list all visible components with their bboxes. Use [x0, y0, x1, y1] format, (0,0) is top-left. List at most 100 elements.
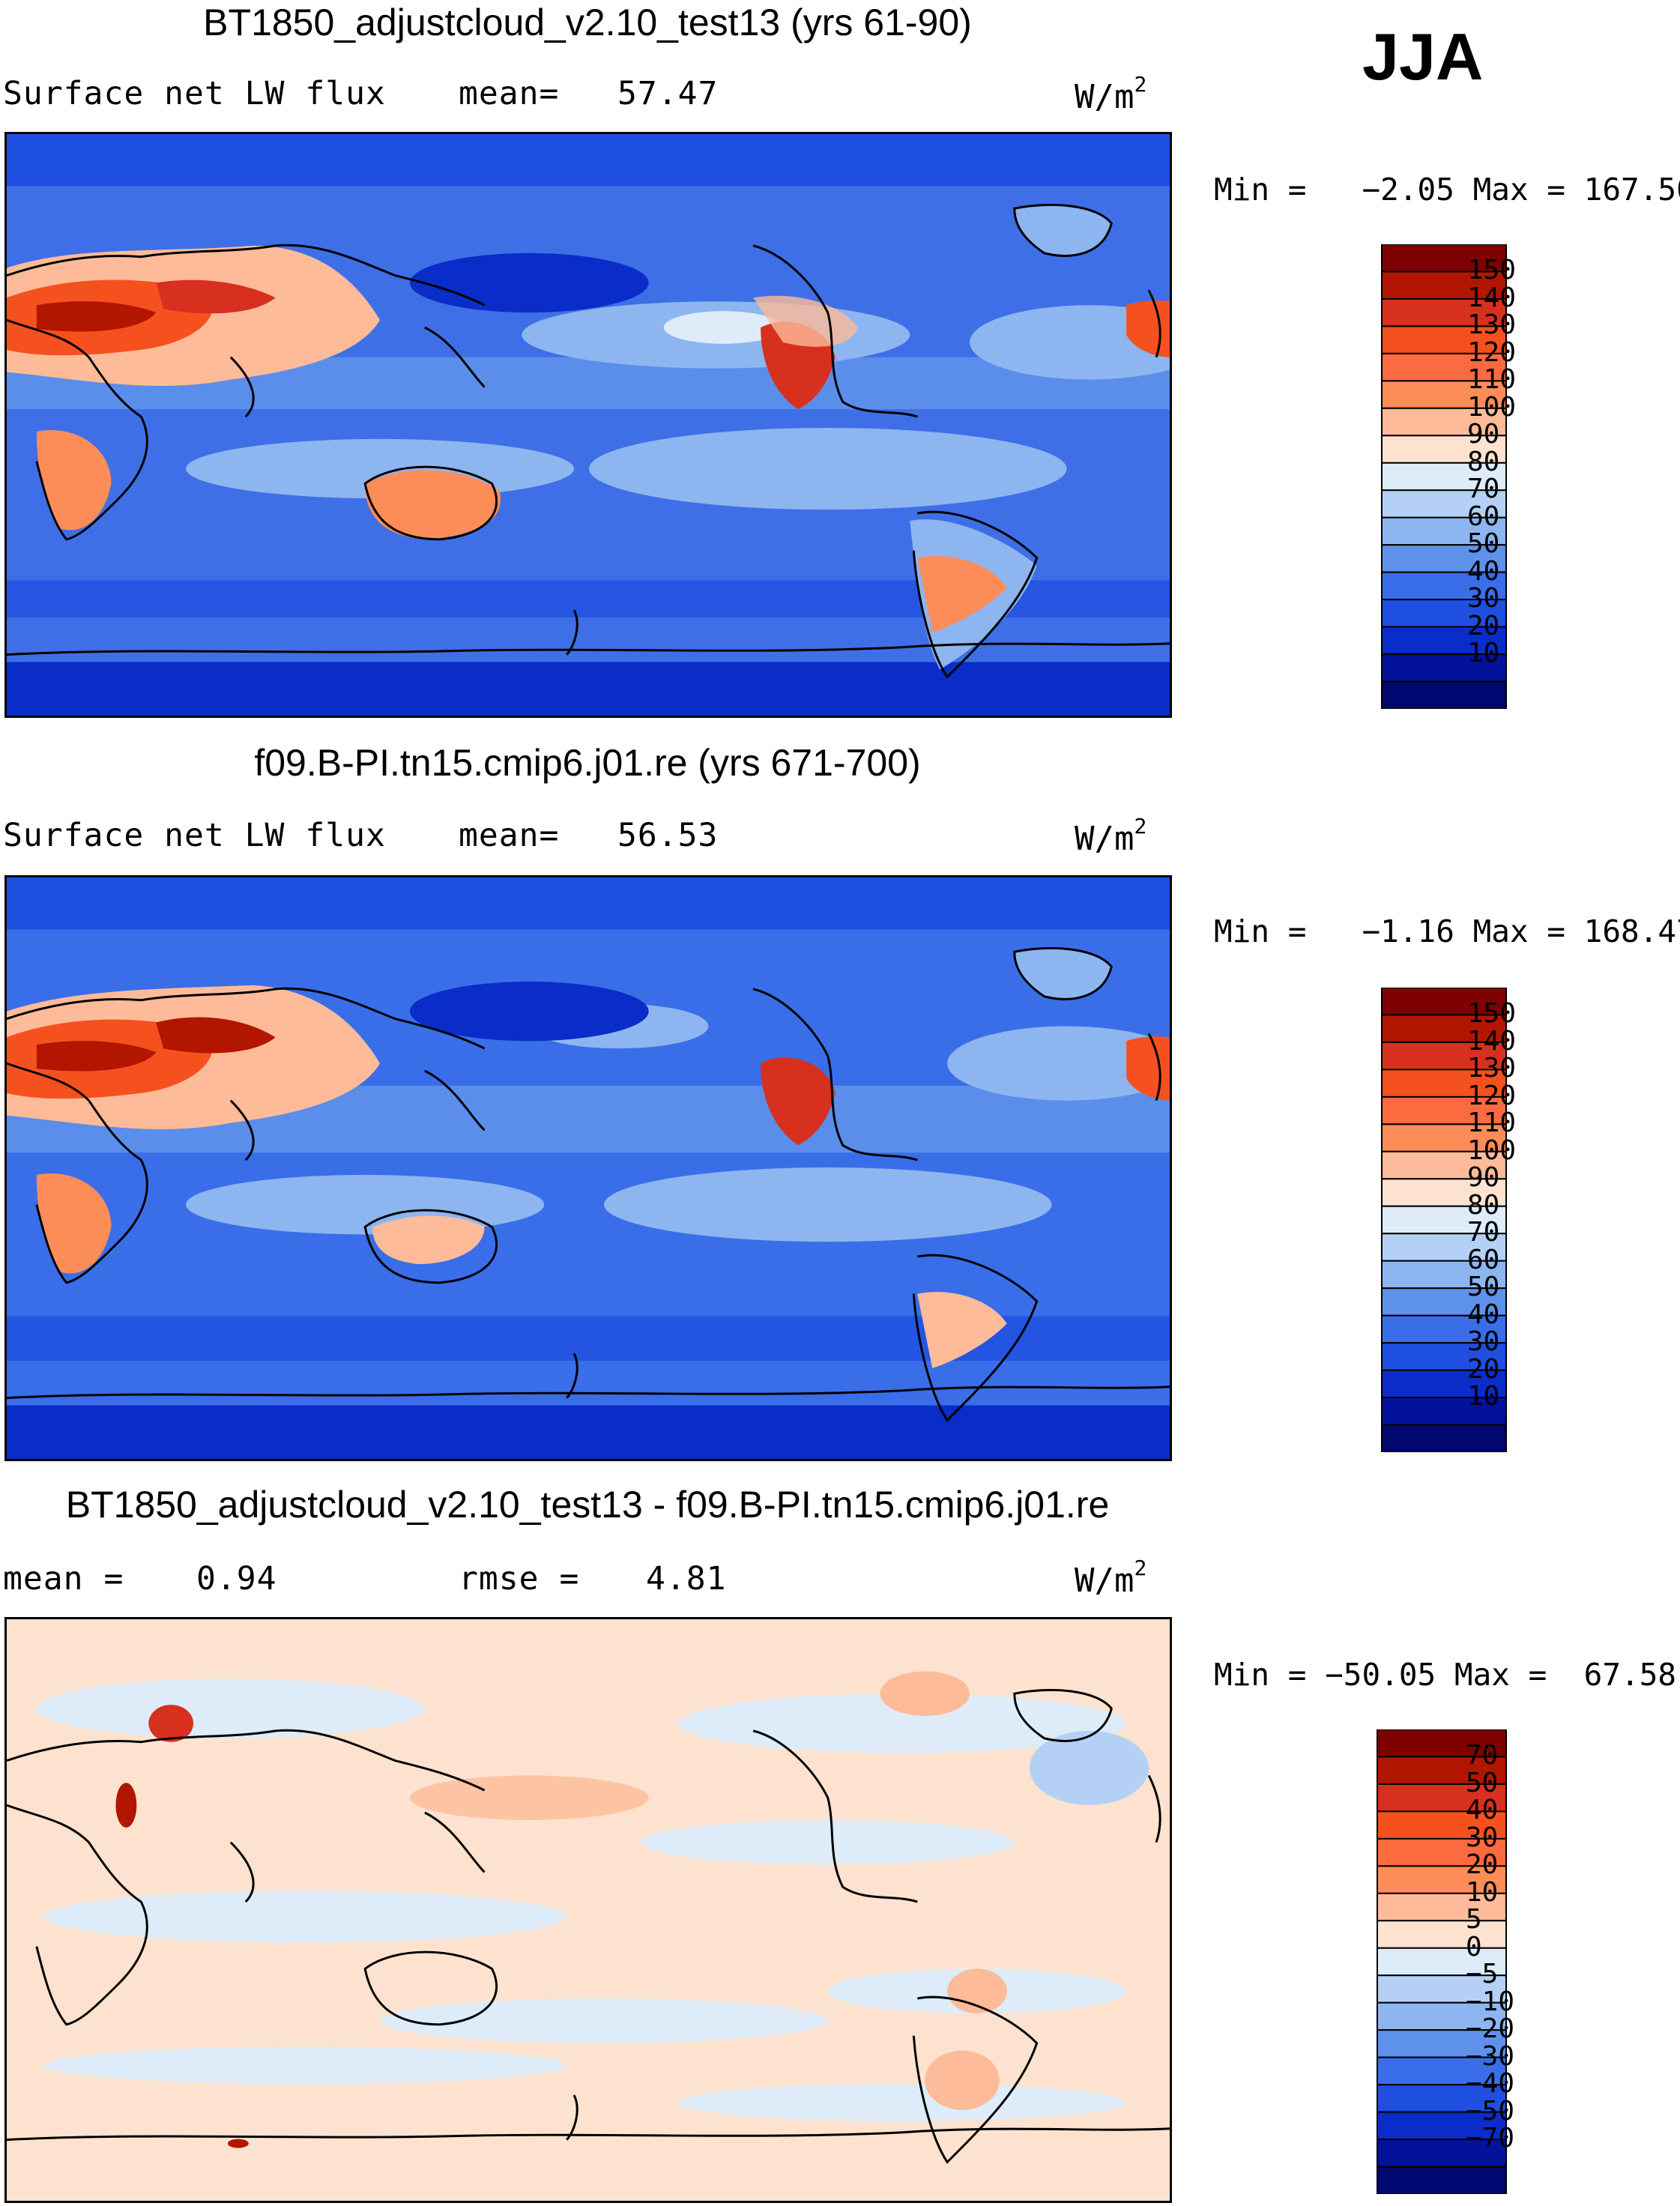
colorbar-tick-label: 130	[1467, 1053, 1517, 1084]
colorbar-tick-label: 120	[1467, 1080, 1517, 1111]
panel-title: f09.B-PI.tn15.cmip6.j01.re (yrs 671-700)	[254, 742, 921, 784]
colorbar-tick-label: −10	[1466, 1986, 1515, 2017]
colorbar-swatch	[1381, 1342, 1507, 1371]
diff-mean-value: 0.94	[196, 1560, 277, 1598]
colorbar-swatch	[1377, 2084, 1507, 2113]
colorbar-tick-label: 10	[1466, 1876, 1499, 1908]
colorbar-tick-label: 0	[1466, 1931, 1482, 1962]
colorbar-tick-label: 20	[1467, 1353, 1500, 1385]
colorbar-tick-label: 150	[1467, 998, 1517, 1030]
colorbar-swatch	[1381, 352, 1507, 382]
global-map-control	[7, 877, 1170, 1459]
colorbar-tick-label: 10	[1467, 638, 1500, 669]
colorbar-tick-label: 50	[1467, 528, 1500, 560]
colorbar-tick-label: 5	[1466, 1904, 1482, 1935]
colorbar-swatches	[1377, 1729, 1507, 2194]
units-label: W/m2	[1075, 1556, 1147, 1600]
colorbar-swatch	[1381, 489, 1507, 519]
colorbar-tick-label: 70	[1466, 1740, 1499, 1771]
units-label: W/m2	[1075, 814, 1147, 858]
diff-mean-label: mean =	[3, 1560, 124, 1598]
colorbar-swatch	[1381, 1150, 1507, 1180]
colorbar-swatch	[1381, 571, 1507, 601]
colorbar-swatch	[1381, 1178, 1507, 1207]
colorbar-tick-label: 120	[1467, 336, 1517, 368]
colorbar-tick-label: 30	[1467, 1326, 1500, 1358]
colorbar-difference	[1376, 1729, 1508, 2194]
map-panel-test	[4, 132, 1172, 718]
colorbar-swatch	[1381, 680, 1507, 709]
colorbar-swatch	[1377, 1837, 1507, 1867]
colorbar-swatch	[1377, 2056, 1507, 2086]
panel-title: BT1850_adjustcloud_v2.10_test13 - f09.B-…	[65, 1484, 1110, 1526]
colorbar-swatch	[1377, 1865, 1507, 1894]
colorbar-tick-label: 80	[1467, 446, 1500, 477]
colorbar-tick-label: 150	[1467, 255, 1517, 286]
mean-value: 57.47	[617, 75, 719, 112]
colorbar-tick-label: −5	[1466, 1959, 1499, 1990]
colorbar-swatch	[1381, 1287, 1507, 1317]
colorbar-swatch	[1381, 1123, 1507, 1152]
colorbar-swatch	[1381, 1041, 1507, 1071]
colorbar-tick-label: 110	[1467, 364, 1517, 396]
global-map-test	[7, 134, 1170, 716]
colorbar-swatch	[1381, 988, 1507, 1016]
min-max-readout: Min = −50.05 Max = 67.58	[1214, 1657, 1677, 1693]
units-label: W/m2	[1075, 72, 1147, 116]
colorbar-tick-label: 100	[1467, 1134, 1517, 1166]
variable-label: Surface net LW flux	[3, 75, 386, 112]
colorbar-swatch	[1381, 599, 1507, 628]
colorbar-tick-label: −30	[1466, 2040, 1515, 2072]
min-max-readout: Min = −1.16 Max = 168.47	[1214, 913, 1680, 949]
colorbar-tick-label: 40	[1466, 1795, 1499, 1826]
colorbar-swatch	[1377, 1920, 1507, 1949]
colorbar-labels-control: 150 140 130 120 110 100 90 80 70 60 50 40 30 20 10	[1467, 988, 1557, 1452]
colorbar-tick-label: 60	[1467, 501, 1500, 532]
mean-label: mean=	[459, 75, 560, 112]
colorbar-labels-difference: 70 50 40 30 20 10 5 0 −5 −10 −20 −30 −40 −50 −70	[1466, 1729, 1563, 2194]
colorbar-swatch	[1381, 1397, 1507, 1426]
rmse-value: 4.81	[646, 1560, 727, 1598]
colorbar-swatch	[1377, 2139, 1507, 2168]
colorbar-swatch	[1381, 271, 1507, 300]
panel-title: BT1850_adjustcloud_v2.10_test13 (yrs 61-…	[203, 1, 972, 43]
colorbar-tick-label: 20	[1466, 1849, 1499, 1881]
season-label: JJA	[1362, 19, 1484, 94]
colorbar-swatch	[1381, 462, 1507, 492]
min-max-readout: Min = −2.05 Max = 167.50	[1214, 172, 1680, 208]
mean-value: 56.53	[617, 817, 719, 854]
colorbar-labels-test: 150 140 130 120 110 100 90 80 70 60 50 40 30 20 10	[1467, 244, 1557, 709]
colorbar-swatch	[1377, 1810, 1507, 1840]
colorbar-tick-label: 100	[1467, 391, 1517, 423]
colorbar-tick-label: 50	[1467, 1272, 1500, 1303]
colorbar-swatch	[1377, 1974, 1507, 2004]
global-map-difference	[7, 1619, 1170, 2201]
colorbar-tick-label: 40	[1467, 1299, 1500, 1330]
colorbar-swatch	[1381, 1205, 1507, 1235]
colorbar-control	[1380, 988, 1508, 1452]
colorbar-tick-label: −70	[1466, 2123, 1515, 2154]
colorbar-swatch	[1381, 653, 1507, 683]
colorbar-swatch	[1381, 1069, 1507, 1098]
colorbar-tick-label: 60	[1467, 1244, 1500, 1275]
colorbar-tick-label: 20	[1467, 610, 1500, 641]
colorbar-swatch	[1381, 1424, 1507, 1452]
colorbar-swatch	[1377, 2166, 1507, 2194]
colorbar-tick-label: −50	[1466, 2095, 1515, 2127]
colorbar-tick-label: 140	[1467, 282, 1517, 313]
colorbar-swatch	[1381, 407, 1507, 437]
map-panel-control	[4, 875, 1172, 1461]
colorbar-swatch	[1377, 1756, 1507, 1785]
colorbar-swatch	[1377, 1729, 1507, 1758]
colorbar-tick-label: 90	[1467, 1162, 1500, 1194]
colorbar-swatches	[1381, 244, 1507, 709]
colorbar-tick-label: 80	[1467, 1189, 1500, 1221]
colorbar-tick-label: −40	[1466, 2068, 1515, 2100]
map-panel-difference	[4, 1617, 1172, 2203]
mean-label: mean=	[459, 817, 560, 854]
colorbar-tick-label: 10	[1467, 1381, 1500, 1412]
colorbar-tick-label: 70	[1467, 474, 1500, 505]
colorbar-test	[1380, 244, 1508, 709]
colorbar-tick-label: 130	[1467, 309, 1517, 341]
colorbar-swatch	[1381, 380, 1507, 409]
